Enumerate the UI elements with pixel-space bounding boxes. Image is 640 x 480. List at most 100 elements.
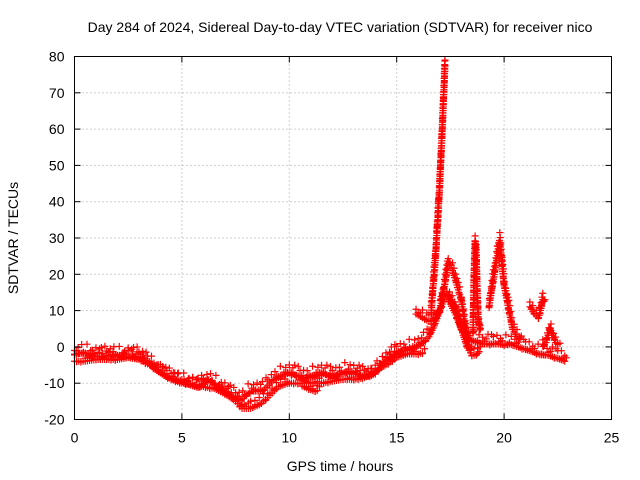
data-point bbox=[476, 343, 484, 351]
data-point bbox=[311, 373, 319, 381]
data-point bbox=[237, 396, 245, 404]
data-point bbox=[540, 297, 548, 305]
data-point bbox=[169, 369, 177, 377]
data-point bbox=[267, 371, 275, 379]
chart-title: Day 284 of 2024, Sidereal Day-to-day VTE… bbox=[88, 19, 593, 35]
y-tick-label: -10 bbox=[44, 375, 64, 391]
data-point bbox=[534, 340, 542, 348]
data-point bbox=[302, 378, 310, 386]
data-point bbox=[561, 357, 569, 365]
data-point bbox=[135, 348, 143, 356]
data-point bbox=[97, 344, 105, 352]
y-axis-label: SDTVAR / TECUs bbox=[5, 182, 21, 294]
y-tick-label: 50 bbox=[49, 157, 65, 173]
data-point bbox=[208, 376, 216, 384]
data-point bbox=[387, 343, 395, 351]
data-point bbox=[115, 342, 123, 350]
data-point bbox=[455, 310, 463, 318]
data-point bbox=[523, 346, 531, 354]
data-point bbox=[230, 383, 238, 391]
data-point bbox=[470, 345, 478, 353]
data-point bbox=[456, 315, 464, 323]
data-point bbox=[189, 374, 197, 382]
y-tick-label: -20 bbox=[44, 412, 64, 428]
data-point bbox=[341, 359, 349, 367]
data-point bbox=[516, 334, 524, 342]
x-axis-label: GPS time / hours bbox=[287, 458, 394, 474]
gridlines bbox=[74, 56, 612, 420]
data-point bbox=[539, 289, 547, 297]
data-point bbox=[109, 348, 117, 356]
series-scatter-11h bbox=[298, 376, 323, 396]
data-point bbox=[144, 352, 152, 360]
data-point bbox=[94, 348, 102, 356]
data-point bbox=[406, 344, 414, 352]
data-point bbox=[253, 379, 261, 387]
data-point bbox=[341, 369, 349, 377]
data-point bbox=[314, 363, 322, 371]
data-point bbox=[416, 342, 424, 350]
data-point bbox=[318, 372, 326, 380]
data-point bbox=[425, 311, 433, 319]
data-point bbox=[506, 302, 514, 310]
data-point bbox=[223, 385, 231, 393]
data-point bbox=[303, 367, 311, 375]
data-point bbox=[159, 363, 167, 371]
data-point bbox=[448, 292, 456, 300]
data-point bbox=[239, 387, 247, 395]
data-point bbox=[193, 375, 201, 383]
data-point bbox=[497, 245, 505, 253]
data-point bbox=[470, 327, 478, 335]
data-point bbox=[501, 278, 509, 286]
data-point bbox=[460, 305, 468, 313]
series-drop-18h bbox=[444, 288, 484, 360]
data-point bbox=[493, 331, 501, 339]
data-point bbox=[441, 63, 449, 71]
data-point bbox=[323, 361, 331, 369]
x-tick-label: 5 bbox=[178, 430, 186, 446]
data-point bbox=[124, 346, 132, 354]
x-tick-label: 10 bbox=[282, 430, 298, 446]
data-point bbox=[212, 371, 220, 379]
data-point bbox=[204, 376, 212, 384]
data-point bbox=[414, 335, 422, 343]
data-point bbox=[79, 349, 87, 357]
data-point bbox=[548, 353, 556, 361]
data-point bbox=[548, 343, 556, 351]
data-point bbox=[221, 379, 229, 387]
data-point bbox=[359, 362, 367, 370]
series-lower-branch bbox=[71, 342, 429, 412]
data-point bbox=[497, 239, 505, 247]
data-point bbox=[382, 353, 390, 361]
data-point bbox=[292, 371, 300, 379]
series-bump-22.1 bbox=[539, 320, 564, 350]
data-point bbox=[139, 350, 147, 358]
x-tick-label: 15 bbox=[389, 430, 405, 446]
data-point bbox=[450, 264, 458, 272]
data-point bbox=[207, 370, 215, 378]
data-point bbox=[453, 274, 461, 282]
x-tick-label: 0 bbox=[71, 430, 79, 446]
data-point bbox=[507, 341, 515, 349]
y-tick-label: 80 bbox=[49, 49, 65, 65]
data-point bbox=[162, 363, 170, 371]
data-point bbox=[352, 367, 360, 375]
data-point bbox=[74, 344, 82, 352]
data-point bbox=[133, 343, 141, 351]
data-point bbox=[504, 293, 512, 301]
data-point bbox=[557, 347, 565, 355]
data-points bbox=[71, 56, 570, 412]
data-point bbox=[451, 270, 459, 278]
series-peak-18.6 bbox=[469, 232, 484, 337]
data-point bbox=[258, 378, 266, 386]
data-point bbox=[328, 366, 336, 374]
data-point bbox=[541, 296, 549, 304]
data-point bbox=[454, 278, 462, 286]
data-point bbox=[411, 336, 419, 344]
data-point bbox=[474, 308, 482, 316]
data-point bbox=[313, 387, 321, 395]
data-point bbox=[260, 385, 268, 393]
data-point bbox=[315, 383, 323, 391]
x-tick-label: 20 bbox=[496, 430, 512, 446]
